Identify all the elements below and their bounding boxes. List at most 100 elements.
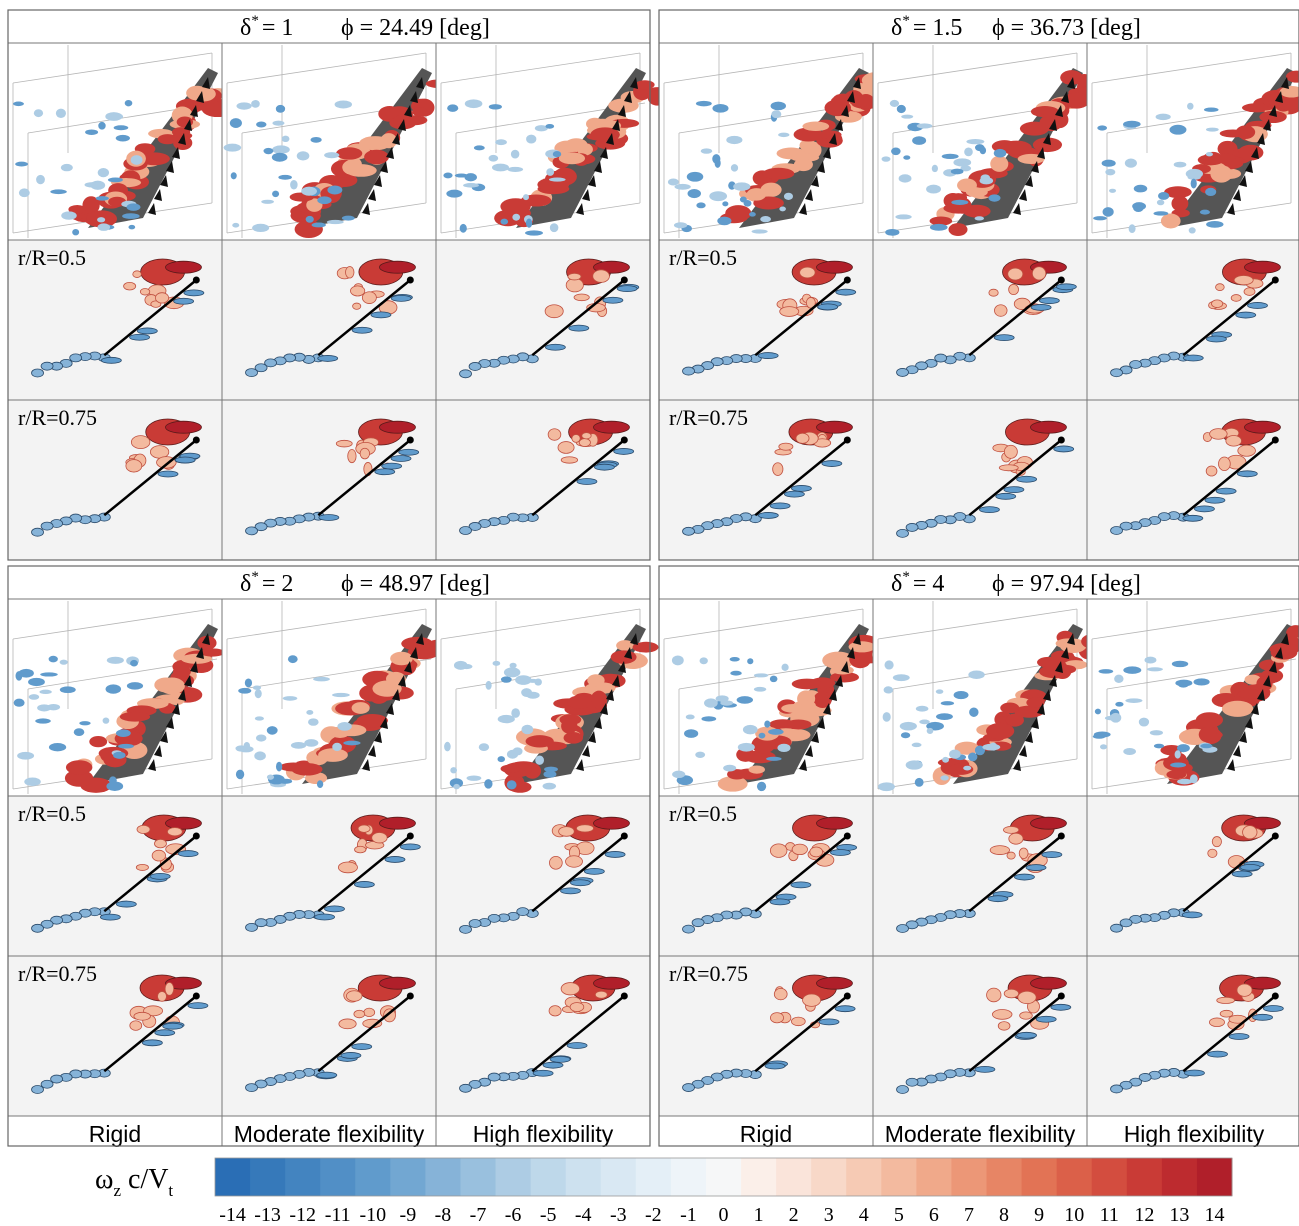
vortex-blob	[1019, 1011, 1033, 1020]
blade-rib	[1227, 759, 1235, 771]
vortex-blob	[931, 164, 938, 173]
vortex-blob	[779, 206, 786, 212]
blade	[317, 835, 412, 913]
vortex-blob	[739, 196, 747, 203]
blade	[103, 995, 198, 1073]
vortex-blob	[459, 369, 472, 379]
blade-rib	[600, 147, 608, 159]
vortex-blob	[558, 152, 586, 165]
vortex-blob	[1007, 267, 1024, 281]
vortex-blob	[24, 777, 41, 786]
blade-tip	[843, 832, 851, 840]
row-label: r/R=0.5	[18, 245, 86, 270]
vortex-blob	[316, 1071, 338, 1079]
vortex-blob	[726, 135, 743, 145]
vortex-blob	[1221, 700, 1254, 717]
vortex-blob	[751, 229, 768, 234]
vortex-blob	[245, 526, 258, 536]
vortex-blob	[881, 156, 891, 162]
vortex-blob	[73, 728, 85, 736]
vortex-blob	[238, 745, 254, 753]
vortex-blob	[72, 228, 80, 236]
vortex-blob	[157, 991, 167, 1002]
vortex-blob	[903, 155, 911, 160]
vortex-blob	[953, 690, 969, 700]
vortex-blob	[97, 168, 110, 178]
vortex-blob	[1169, 124, 1187, 135]
blade-rib	[410, 91, 418, 103]
colorbar-swatch	[1056, 1158, 1093, 1196]
vortex-blob	[351, 702, 370, 714]
blade-rib	[624, 91, 632, 103]
wireframe	[1091, 52, 1292, 84]
colorbar-swatch	[285, 1158, 321, 1196]
vortex-blob	[896, 104, 906, 114]
vortex-blob	[1184, 1069, 1205, 1077]
blade-rib	[805, 745, 813, 757]
blade-rib	[178, 133, 186, 145]
vortex-blob	[183, 289, 205, 297]
vortex-blob	[331, 173, 358, 188]
blade	[531, 835, 626, 913]
blade-rib	[392, 689, 400, 701]
vortex-blob	[1199, 209, 1210, 215]
vortex-blob	[126, 682, 144, 690]
vortex-blob	[515, 675, 532, 685]
vortex-blob	[235, 769, 245, 780]
blade-rib	[1067, 77, 1075, 89]
delta-value: = 1.5	[913, 15, 963, 41]
delta-value: = 1	[262, 15, 294, 41]
vortex-blob	[758, 732, 766, 739]
blade-rib	[374, 175, 382, 187]
vortex-blob	[167, 827, 183, 837]
vortex-blob	[969, 707, 979, 717]
colorbar-label: ωz c/Vt	[95, 1164, 173, 1200]
colorbar-tick-label: -1	[680, 1204, 697, 1226]
vortex-blob	[1097, 125, 1108, 131]
colorbar-swatch	[1126, 1158, 1163, 1196]
vortex-blob	[335, 439, 353, 448]
blade-rib	[1031, 161, 1039, 173]
blade-rib	[148, 203, 156, 215]
vortex-blob	[503, 667, 521, 678]
vortex-blob	[805, 297, 816, 309]
vortex-blob	[254, 751, 266, 761]
vortex-blob	[40, 1079, 54, 1089]
vortex-blob	[324, 152, 340, 159]
colorbar-swatch	[600, 1158, 637, 1196]
vortex-blob	[332, 742, 342, 752]
vortex-blob	[1146, 667, 1163, 672]
vortex-blob	[1041, 851, 1063, 859]
delta-symbol: δ	[240, 15, 251, 41]
vortex-blob	[986, 722, 1015, 740]
vortex-blob	[1171, 195, 1189, 212]
blade-rib	[398, 119, 406, 131]
blade	[317, 439, 412, 517]
group-title: δ* = 4	[891, 569, 944, 597]
blade-rib	[410, 647, 418, 659]
blade	[103, 835, 198, 913]
blade-rib	[184, 675, 192, 687]
vortex-blob	[578, 438, 591, 447]
vortex-blob	[783, 192, 793, 200]
vortex-blob	[133, 1011, 151, 1021]
vortex-blob	[1098, 669, 1114, 674]
group-title: δ* = 1.5	[891, 13, 962, 41]
vortex-blob	[261, 199, 274, 204]
vortex-blob	[1244, 976, 1281, 990]
vortex-blob	[581, 432, 592, 440]
vortex-blob	[576, 478, 598, 485]
vortex-blob	[727, 769, 747, 780]
vortex-blob	[914, 777, 924, 787]
vortex-blob	[567, 695, 592, 709]
vortex-blob	[301, 186, 317, 196]
blade-rib	[374, 731, 382, 743]
vortex-blob	[341, 215, 355, 221]
vortex-blob	[130, 155, 143, 165]
vortex-blob	[895, 214, 912, 220]
colorbar-tick-label: 4	[859, 1204, 869, 1226]
vortex-blob	[59, 686, 76, 694]
blade-rib	[1055, 661, 1063, 673]
vortex-blob	[583, 867, 605, 875]
blade-rib	[1281, 633, 1289, 645]
